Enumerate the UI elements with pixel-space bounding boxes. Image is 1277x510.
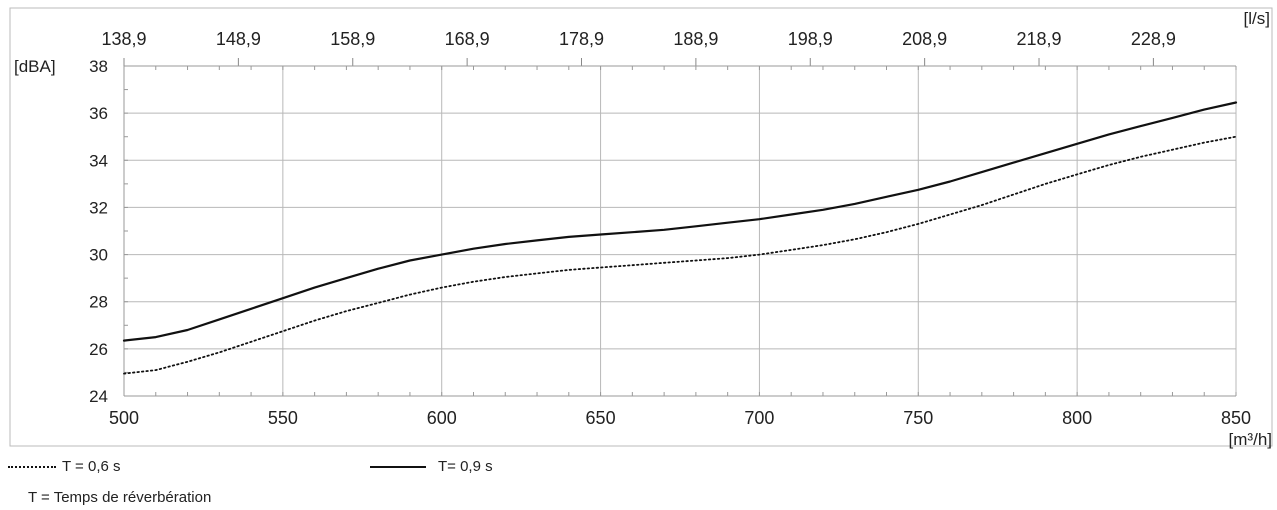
x-tick-label: 800	[1062, 408, 1092, 428]
y-tick-label: 30	[89, 246, 108, 265]
y-tick-label: 26	[89, 340, 108, 359]
ticks	[123, 58, 1237, 397]
secondary-x-tick-label: 138,9	[101, 29, 146, 49]
x-tick-label: 550	[268, 408, 298, 428]
x-tick-label: 750	[903, 408, 933, 428]
secondary-x-tick-label: 168,9	[445, 29, 490, 49]
x-tick-label: 700	[744, 408, 774, 428]
x-tick-label: 500	[109, 408, 139, 428]
y-tick-label: 24	[89, 387, 108, 406]
secondary-x-tick-label: 148,9	[216, 29, 261, 49]
legend-label-dotted: T = 0,6 s	[62, 458, 121, 475]
y-tick-label: 32	[89, 198, 108, 217]
legend-item-dotted: T = 0,6 s	[8, 458, 121, 475]
y-tick-label: 38	[89, 57, 108, 76]
secondary-x-tick-label: 218,9	[1016, 29, 1061, 49]
chart-frame	[9, 7, 1273, 447]
y-tick-label: 28	[89, 293, 108, 312]
secondary-x-tick-label: 158,9	[330, 29, 375, 49]
x-tick-label: 850	[1221, 408, 1251, 428]
series-line-solid	[122, 101, 1238, 342]
legend-label-solid: T= 0,9 s	[438, 458, 493, 475]
secondary-x-tick-label: 228,9	[1131, 29, 1176, 49]
tick-labels: 24 26 28 30 32 34 36 38 500 550 600 650 700 750 800 850…	[89, 29, 1251, 428]
series	[122, 101, 1238, 375]
x-tick-label: 600	[427, 408, 457, 428]
secondary-x-tick-label: 178,9	[559, 29, 604, 49]
solid-line-swatch	[370, 465, 426, 468]
secondary-x-tick-label: 198,9	[788, 29, 833, 49]
y-tick-label: 36	[89, 104, 108, 123]
x-axis-unit: [m³/h]	[1229, 430, 1272, 449]
grid	[123, 65, 1237, 397]
secondary-x-tick-label: 188,9	[673, 29, 718, 49]
secondary-x-axis-unit: [l/s]	[1244, 9, 1270, 28]
secondary-x-tick-label: 208,9	[902, 29, 947, 49]
y-tick-label: 34	[89, 151, 108, 170]
x-tick-label: 650	[586, 408, 616, 428]
dotted-line-swatch	[8, 465, 56, 468]
y-axis-unit: [dBA]	[14, 57, 56, 76]
legend-item-solid: T= 0,9 s	[370, 458, 493, 475]
chart: 24 26 28 30 32 34 36 38 500 550 600 650 700 750 800 850…	[9, 7, 1273, 449]
series-line-dotted	[123, 135, 1237, 375]
reverberation-note: T = Temps de réverbération	[28, 489, 212, 506]
